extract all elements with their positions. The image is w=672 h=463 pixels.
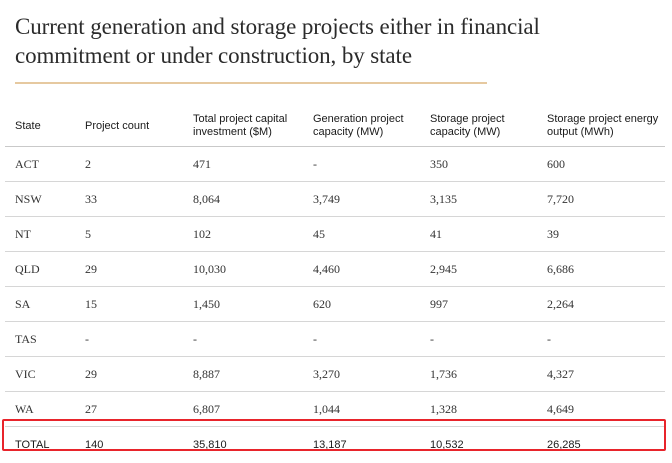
cell-project-count: 5: [75, 217, 183, 252]
cell-project-count: -: [75, 322, 183, 357]
cell-generation-capacity: -: [303, 322, 420, 357]
cell-state: NT: [5, 217, 75, 252]
cell-storage-capacity: 41: [420, 217, 537, 252]
table-header-row: State Project count Total project capita…: [5, 106, 665, 147]
table-row: VIC 29 8,887 3,270 1,736 4,327: [5, 357, 665, 392]
header-storage-energy-output: Storage project energy output (MWh): [537, 106, 665, 147]
table-row: TAS - - - - -: [5, 322, 665, 357]
header-capital-investment: Total project capital investment ($M): [183, 106, 303, 147]
cell-storage-energy-output: 6,686: [537, 252, 665, 287]
cell-generation-capacity: -: [303, 147, 420, 182]
header-storage-capacity: Storage project capacity (MW): [420, 106, 537, 147]
table-row: NT 5 102 45 41 39: [5, 217, 665, 252]
cell-project-count: 33: [75, 182, 183, 217]
cell-capital-investment: 8,064: [183, 182, 303, 217]
cell-state: VIC: [5, 357, 75, 392]
cell-capital-investment: 6,807: [183, 392, 303, 427]
title-underline: [15, 82, 487, 84]
page-title: Current generation and storage projects …: [15, 12, 575, 70]
header-project-count: Project count: [75, 106, 183, 147]
cell-state: TAS: [5, 322, 75, 357]
cell-storage-capacity: -: [420, 322, 537, 357]
cell-capital-investment: 102: [183, 217, 303, 252]
cell-storage-capacity: 997: [420, 287, 537, 322]
table-row: ACT 2 471 - 350 600: [5, 147, 665, 182]
cell-storage-capacity: 1,328: [420, 392, 537, 427]
cell-project-count: 2: [75, 147, 183, 182]
cell-capital-investment: 471: [183, 147, 303, 182]
cell-storage-capacity: 350: [420, 147, 537, 182]
cell-storage-energy-output: 39: [537, 217, 665, 252]
cell-storage-energy-output: 4,327: [537, 357, 665, 392]
cell-state: NSW: [5, 182, 75, 217]
table-row: NSW 33 8,064 3,749 3,135 7,720: [5, 182, 665, 217]
cell-generation-capacity: 3,270: [303, 357, 420, 392]
cell-capital-investment: 10,030: [183, 252, 303, 287]
cell-state: SA: [5, 287, 75, 322]
cell-generation-capacity: 4,460: [303, 252, 420, 287]
cell-storage-capacity: 3,135: [420, 182, 537, 217]
cell-storage-energy-output: -: [537, 322, 665, 357]
cell-storage-energy-output: 7,720: [537, 182, 665, 217]
cell-generation-capacity: 620: [303, 287, 420, 322]
cell-capital-investment: 1,450: [183, 287, 303, 322]
header-state: State: [5, 106, 75, 147]
cell-project-count: 29: [75, 252, 183, 287]
cell-state: QLD: [5, 252, 75, 287]
table-row: QLD 29 10,030 4,460 2,945 6,686: [5, 252, 665, 287]
cell-state: WA: [5, 392, 75, 427]
cell-project-count: 15: [75, 287, 183, 322]
cell-storage-capacity: 2,945: [420, 252, 537, 287]
cell-capital-investment: 8,887: [183, 357, 303, 392]
cell-storage-capacity: 1,736: [420, 357, 537, 392]
cell-state: ACT: [5, 147, 75, 182]
cell-generation-capacity: 45: [303, 217, 420, 252]
cell-storage-energy-output: 600: [537, 147, 665, 182]
header-generation-capacity: Generation project capacity (MW): [303, 106, 420, 147]
table-row: SA 15 1,450 620 997 2,264: [5, 287, 665, 322]
table-row: WA 27 6,807 1,044 1,328 4,649: [5, 392, 665, 427]
cell-capital-investment: -: [183, 322, 303, 357]
projects-table: State Project count Total project capita…: [5, 106, 665, 463]
cell-project-count: 29: [75, 357, 183, 392]
cell-generation-capacity: 3,749: [303, 182, 420, 217]
cell-project-count: 27: [75, 392, 183, 427]
cell-generation-capacity: 1,044: [303, 392, 420, 427]
cell-storage-energy-output: 2,264: [537, 287, 665, 322]
cell-storage-energy-output: 4,649: [537, 392, 665, 427]
